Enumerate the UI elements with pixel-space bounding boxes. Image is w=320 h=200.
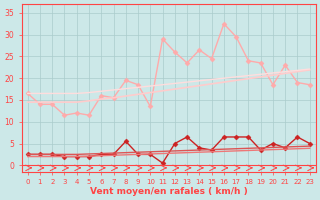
X-axis label: Vent moyen/en rafales ( km/h ): Vent moyen/en rafales ( km/h ) xyxy=(90,187,248,196)
